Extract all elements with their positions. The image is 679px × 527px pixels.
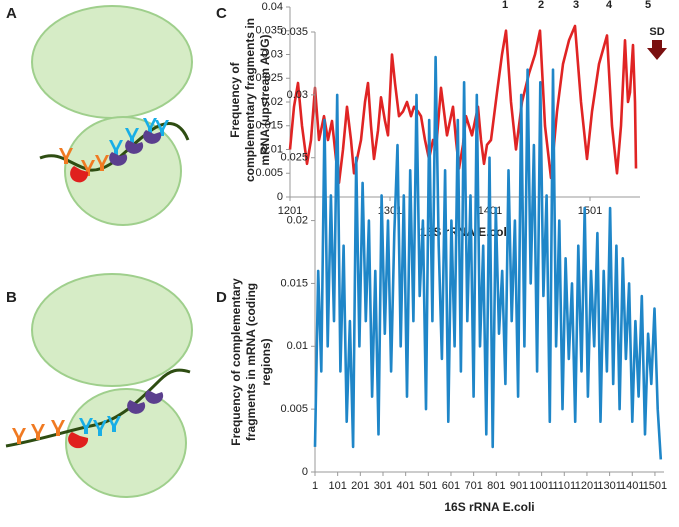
- x-tick-label: 501: [419, 480, 437, 492]
- large-subunit: [31, 5, 193, 119]
- y-tick-label: 0.02: [262, 96, 283, 108]
- annotation: 1: [502, 0, 508, 11]
- x-tick-label: 601: [442, 480, 460, 492]
- y-axis-label: regions): [259, 338, 273, 385]
- trna-blue: [79, 416, 121, 436]
- y-tick-label: 0.015: [280, 277, 308, 289]
- large-subunit: [31, 273, 193, 387]
- x-axis-label: 16S rRNA E.coli: [444, 500, 534, 514]
- annotation: 3: [573, 0, 579, 11]
- small-subunit: [65, 388, 187, 498]
- annotation: 2: [538, 0, 544, 11]
- panel-label: B: [6, 289, 17, 306]
- x-tick-label: 901: [510, 480, 528, 492]
- y-tick-label: 0: [277, 191, 283, 203]
- x-tick-label: 801: [487, 480, 505, 492]
- y-tick-label: 0.005: [280, 403, 308, 415]
- annotation: SD: [649, 26, 664, 38]
- data-line: [288, 24, 638, 185]
- y-axis-label: mRNA (upstream AUG): [258, 34, 272, 165]
- trna-orange: [12, 420, 65, 444]
- x-tick-label: 1301: [597, 480, 621, 492]
- initiation-factors: [109, 130, 162, 166]
- annotation: 5: [645, 0, 651, 11]
- y-tick-label: 0.025: [280, 152, 308, 164]
- x-tick-label: 1501: [643, 480, 667, 492]
- initiation-factors: [127, 390, 164, 414]
- x-tick-label: 101: [328, 480, 346, 492]
- y-tick-label: 0.025: [255, 72, 283, 84]
- x-tick-label: 1001: [529, 480, 553, 492]
- diagram-a: [31, 5, 193, 226]
- x-tick-label: 1501: [578, 205, 602, 217]
- y-tick-label: 0.01: [262, 143, 283, 155]
- y-tick-label: 0.03: [287, 89, 308, 101]
- y-tick-label: 0.02: [287, 214, 308, 226]
- x-tick-label: 301: [374, 480, 392, 492]
- panel-label: D: [216, 289, 227, 306]
- rf: [68, 432, 89, 449]
- rf: [70, 166, 89, 183]
- diagram-b: [5, 273, 193, 498]
- trna-blue: [109, 118, 169, 156]
- small-subunit: [64, 116, 182, 226]
- y-tick-label: 0.005: [255, 167, 283, 179]
- x-tick-label: 201: [351, 480, 369, 492]
- panel-label: A: [6, 5, 17, 22]
- x-tick-label: 1: [312, 480, 318, 492]
- y-tick-label: 0.035: [255, 25, 283, 37]
- x-tick-label: 401: [396, 480, 414, 492]
- y-tick-label: 0.01: [287, 340, 308, 352]
- x-tick-label: 701: [464, 480, 482, 492]
- y-axis-label: Frequency of: [228, 61, 242, 137]
- y-tick-label: 0.03: [262, 48, 283, 60]
- x-tick-label: 1201: [575, 480, 599, 492]
- y-tick-label: 0.015: [255, 120, 283, 132]
- y-tick-label: 0.04: [262, 1, 283, 13]
- y-tick-label: 0: [302, 466, 308, 478]
- annotation: 4: [606, 0, 613, 11]
- y-axis-label: Frequency of complementary: [229, 278, 243, 446]
- trna-orange: [59, 148, 109, 176]
- x-tick-label: 1201: [278, 205, 302, 217]
- y-tick-label: 0.035: [280, 26, 308, 38]
- data-line: [313, 55, 663, 460]
- panel-label: C: [216, 5, 227, 22]
- mrna: [5, 368, 191, 448]
- sd-arrow: [647, 40, 667, 60]
- y-axis-label: fragments in mRNA (coding: [244, 283, 258, 441]
- x-tick-label: 1401: [620, 480, 644, 492]
- x-tick-label: 1101: [552, 480, 576, 492]
- y-axis-label: complementary fragments in: [243, 18, 257, 182]
